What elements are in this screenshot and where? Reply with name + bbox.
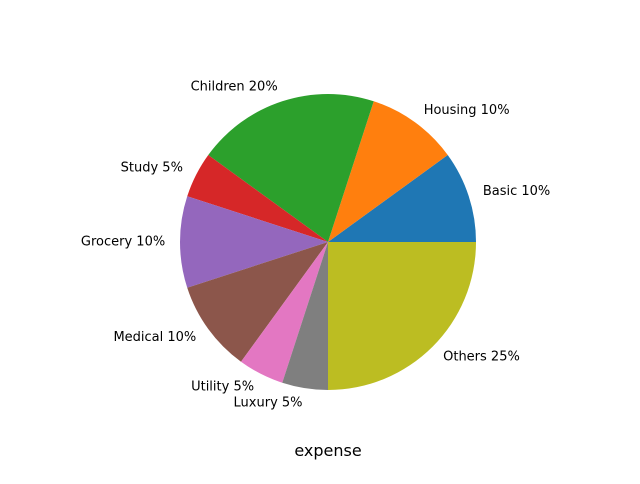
pie-label-luxury: Luxury 5% [234, 395, 303, 410]
pie-slice-children [208, 94, 374, 242]
pie-label-utility: Utility 5% [191, 380, 254, 395]
pie-label-others: Others 25% [443, 350, 520, 365]
pie-label-basic: Basic 10% [483, 184, 550, 199]
pie-label-housing: Housing 10% [424, 103, 510, 118]
pie-label-children: Children 20% [191, 80, 278, 95]
pie-label-grocery: Grocery 10% [81, 235, 165, 250]
pie-slice-housing [328, 101, 448, 242]
pie-slice-utility [241, 242, 328, 383]
pie-slice-study [187, 155, 328, 242]
pie-slice-medical [187, 242, 328, 362]
pie-slices [180, 94, 476, 390]
pie-slice-grocery [180, 196, 328, 288]
pie-label-medical: Medical 10% [113, 330, 196, 345]
pie-labels: Basic 10% Housing 10% Children 20% Study 5%… [81, 80, 550, 411]
pie-slice-others [328, 242, 476, 390]
pie-label-study: Study 5% [121, 161, 183, 176]
x-axis-label: expense [294, 441, 361, 460]
pie-slice-basic [328, 155, 476, 242]
pie-slice-luxury [282, 242, 328, 390]
